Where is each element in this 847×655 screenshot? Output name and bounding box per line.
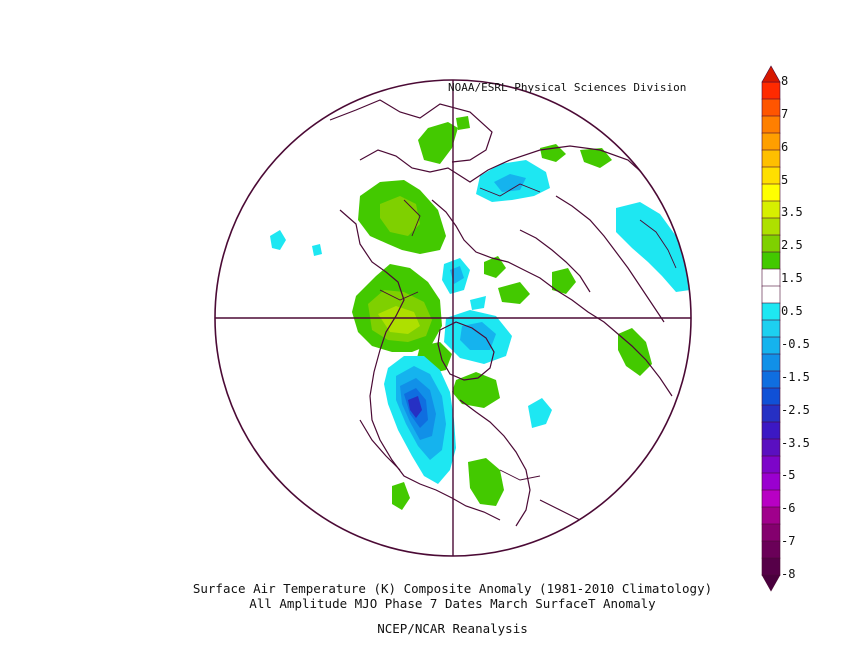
colorbar-label: 6 — [781, 139, 789, 154]
anomaly-patch-cyan — [616, 202, 690, 292]
colorbar-label: -0.5 — [781, 336, 810, 351]
caption-line-2: All Amplitude MJO Phase 7 Dates March Su… — [249, 596, 656, 611]
colorbar-swatch — [761, 523, 781, 542]
anomaly-patch-cyan — [528, 398, 552, 428]
colorbar-label: -7 — [781, 534, 796, 549]
colorbar-swatch — [761, 81, 781, 100]
colorbar-label: 3.5 — [781, 205, 803, 220]
anomaly-patch-cyan — [470, 296, 486, 310]
colorbar-swatch — [761, 387, 781, 406]
colorbar-swatch — [761, 353, 781, 372]
colorbar-swatch — [761, 540, 781, 559]
colorbar-swatch — [761, 336, 781, 355]
colorbar-label: 8 — [781, 74, 789, 88]
map-disc-border — [214, 79, 692, 557]
anomaly-patch-green — [452, 372, 500, 408]
colorbar-swatch — [761, 183, 781, 202]
colorbar-swatch — [761, 489, 781, 508]
colorbar-swatch — [761, 251, 781, 270]
anomaly-patch-green — [580, 148, 612, 168]
credit-text: NOAA/ESRL Physical Sciences Division — [448, 81, 687, 94]
colorbar-swatch — [761, 217, 781, 236]
anomaly-patch-green — [484, 256, 506, 278]
anomaly-patch-green — [468, 458, 504, 506]
colorbar-swatch — [761, 472, 781, 491]
colorbar-label: -2.5 — [781, 402, 810, 417]
colorbar-swatch — [761, 234, 781, 253]
anomaly-patch-cyan — [270, 230, 286, 250]
colorbar-swatch — [761, 319, 781, 338]
colorbar-swatch — [761, 285, 781, 304]
colorbar-label: 0.5 — [781, 304, 803, 319]
colorbar-swatch — [761, 200, 781, 219]
anomaly-patch-green — [552, 268, 576, 294]
colorbar-swatch — [761, 370, 781, 389]
colorbar-label: -1.5 — [781, 369, 810, 384]
anomaly-patch-light-blue — [494, 174, 526, 192]
colorbar-label: 7 — [781, 106, 789, 121]
anomaly-patch-green — [540, 144, 566, 162]
colorbar-swatch — [761, 404, 781, 423]
caption-line-3: NCEP/NCAR Reanalysis — [377, 621, 528, 636]
anomaly-patch-green — [456, 116, 470, 130]
colorbar-arrow-bottom — [761, 574, 781, 592]
coastlines — [329, 99, 673, 527]
colorbar-label: 2.5 — [781, 238, 803, 253]
colorbar-label: 5 — [781, 172, 789, 187]
colorbar-swatch — [761, 302, 781, 321]
colorbar-arrow-top — [761, 65, 781, 83]
anomaly-layer — [270, 116, 690, 510]
colorbar-swatch — [761, 438, 781, 457]
caption-line-1: Surface Air Temperature (K) Composite An… — [192, 581, 713, 596]
anomaly-patch-green — [392, 482, 410, 510]
anomaly-patch-green — [418, 122, 458, 164]
colorbar-swatch — [761, 506, 781, 525]
colorbar-swatch — [761, 115, 781, 134]
colorbar — [761, 65, 781, 592]
colorbar-swatch — [761, 132, 781, 151]
colorbar-swatch — [761, 557, 781, 576]
anomaly-patch-light-blue — [460, 322, 496, 350]
colorbar-swatch — [761, 166, 781, 185]
country-borders — [379, 183, 677, 481]
colorbar-label: -6 — [781, 501, 796, 516]
anomaly-patch-cyan — [312, 244, 322, 256]
colorbar-label: -3.5 — [781, 435, 810, 450]
colorbar-label: -5 — [781, 468, 796, 483]
anomaly-patch-green — [498, 282, 530, 304]
colorbar-swatch — [761, 149, 781, 168]
anomaly-patch-deep-blue — [408, 396, 422, 418]
colorbar-swatch — [761, 421, 781, 440]
colorbar-swatch — [761, 98, 781, 117]
colorbar-label: 1.5 — [781, 271, 803, 286]
colorbar-swatch — [761, 268, 781, 287]
colorbar-label: -8 — [781, 567, 796, 581]
anomaly-patch-green — [618, 328, 652, 376]
colorbar-swatch — [761, 455, 781, 474]
